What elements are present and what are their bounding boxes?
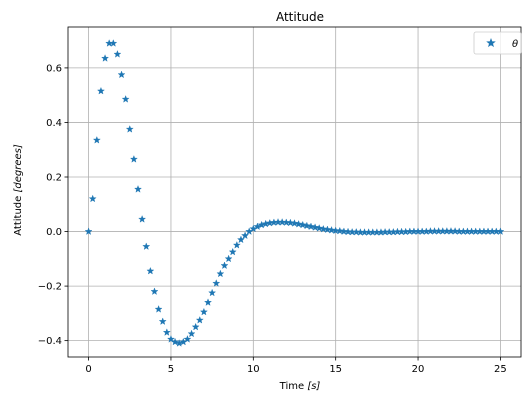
x-tick-label: 20: [412, 364, 425, 375]
y-tick-label: 0.2: [46, 173, 62, 184]
x-tick-label: 10: [247, 364, 260, 375]
data-point: [327, 226, 336, 234]
data-point: [195, 316, 204, 324]
data-point: [496, 227, 505, 235]
y-axis-title: Attitude [degrees]: [13, 144, 24, 236]
x-tick-label: 25: [494, 364, 507, 375]
x-axis-title-text: Time: [279, 381, 308, 392]
data-point: [335, 226, 344, 235]
data-point: [315, 224, 324, 232]
data-point: [220, 261, 229, 270]
data-point: [216, 269, 225, 278]
y-axis-title-unit: [degrees]: [13, 144, 24, 192]
data-point: [191, 322, 200, 331]
y-tick-label: −0.4: [38, 336, 62, 347]
data-point: [146, 266, 155, 275]
data-point: [138, 215, 147, 223]
data-point: [344, 227, 353, 236]
grid: [68, 27, 521, 357]
data-point: [121, 95, 130, 103]
data-point: [339, 227, 348, 235]
x-axis-title-unit: [s]: [307, 381, 320, 392]
data-point: [113, 50, 122, 58]
plot-frame: [67, 26, 522, 358]
data-point: [166, 335, 175, 343]
data-point: [109, 39, 118, 47]
x-axis-title: Time [s]: [279, 381, 321, 392]
data-point: [298, 220, 307, 229]
data-point: [286, 218, 295, 227]
data-point: [204, 298, 212, 306]
data-point: [212, 279, 221, 287]
data-point: [101, 54, 110, 62]
data-point: [183, 335, 192, 343]
data-point: [319, 224, 328, 233]
y-tick-label: −0.2: [38, 282, 62, 293]
data-point: [129, 155, 138, 163]
data-point: [92, 136, 101, 144]
data-point: [150, 287, 159, 295]
data-point: [302, 221, 311, 230]
data-point: [290, 219, 299, 227]
data-point: [278, 218, 287, 226]
y-tick-label: 0.0: [46, 227, 62, 238]
data-point: [224, 254, 233, 263]
data-point: [208, 288, 217, 297]
data-point: [352, 227, 361, 236]
data-point: [311, 223, 320, 231]
chart-title: Attitude: [276, 10, 324, 24]
data-point: [307, 222, 315, 231]
x-tick-label: 0: [85, 364, 91, 375]
data-point: [199, 307, 208, 316]
data-point: [88, 194, 97, 203]
data-point: [96, 86, 105, 95]
data-point: [451, 227, 460, 235]
legend: θ: [473, 31, 522, 55]
data-point: [187, 329, 196, 338]
data-point: [294, 220, 303, 228]
data-point: [232, 241, 241, 249]
data-point: [331, 226, 340, 235]
data-point: [171, 337, 180, 346]
data-points: [84, 39, 505, 347]
data-point: [142, 242, 151, 250]
data-point: [282, 218, 291, 226]
legend-label: θ: [512, 39, 518, 50]
data-point: [117, 70, 126, 79]
data-point: [158, 317, 167, 325]
x-axis-ticks: 0 5 10 15 20 25: [85, 357, 507, 375]
y-tick-label: 0.6: [46, 63, 62, 74]
data-point: [162, 328, 171, 336]
data-point: [125, 125, 134, 133]
data-point: [154, 305, 163, 313]
data-point: [84, 227, 93, 235]
y-axis-title-text: Attitude: [13, 193, 24, 236]
data-point: [236, 235, 245, 244]
y-tick-label: 0.4: [46, 118, 62, 129]
x-tick-label: 5: [168, 364, 174, 375]
legend-box: [473, 31, 522, 55]
data-point: [228, 247, 237, 256]
x-tick-label: 15: [329, 364, 342, 375]
legend-marker: [486, 37, 496, 48]
data-point: [323, 225, 332, 234]
y-axis-ticks: −0.4 −0.2 0.0 0.2 0.4 0.6: [38, 63, 68, 347]
data-point: [134, 185, 142, 193]
data-point: [241, 231, 250, 240]
